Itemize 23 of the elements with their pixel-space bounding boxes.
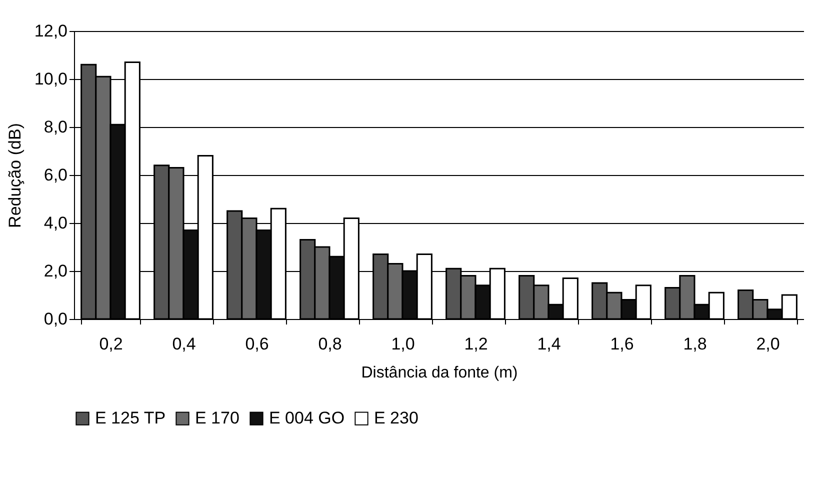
y-tick-label: 8,0 bbox=[44, 118, 68, 136]
y-tick-label: 6,0 bbox=[44, 166, 68, 184]
y-tick-label: 4,0 bbox=[44, 214, 68, 232]
y-tick-label: 0,0 bbox=[44, 310, 68, 328]
x-tick-label: 0,2 bbox=[99, 334, 123, 354]
y-tick-label: 2,0 bbox=[44, 262, 68, 280]
legend-label: E 004 GO bbox=[269, 408, 345, 428]
x-axis-title: Distância da fonte (m) bbox=[361, 364, 518, 382]
x-tick-label: 0,8 bbox=[318, 334, 342, 354]
y-tick-label: 10,0 bbox=[34, 70, 68, 88]
y-tick-label: 12,0 bbox=[34, 22, 68, 40]
legend-label: E 230 bbox=[374, 408, 418, 428]
x-tick-label: 1,2 bbox=[464, 334, 488, 354]
x-tick-label: 2,0 bbox=[756, 334, 780, 354]
legend-label: E 170 bbox=[195, 408, 240, 428]
x-tick-label: 1,0 bbox=[391, 334, 415, 354]
x-tick-label: 1,8 bbox=[683, 334, 707, 354]
x-tick-label: 1,4 bbox=[537, 334, 561, 354]
legend-label: E 125 TP bbox=[95, 408, 166, 428]
x-tick-label: 0,6 bbox=[245, 334, 269, 354]
x-tick-label: 0,4 bbox=[172, 334, 196, 354]
x-tick-label: 1,6 bbox=[610, 334, 634, 354]
y-axis-title: Redução (dB) bbox=[5, 123, 24, 228]
